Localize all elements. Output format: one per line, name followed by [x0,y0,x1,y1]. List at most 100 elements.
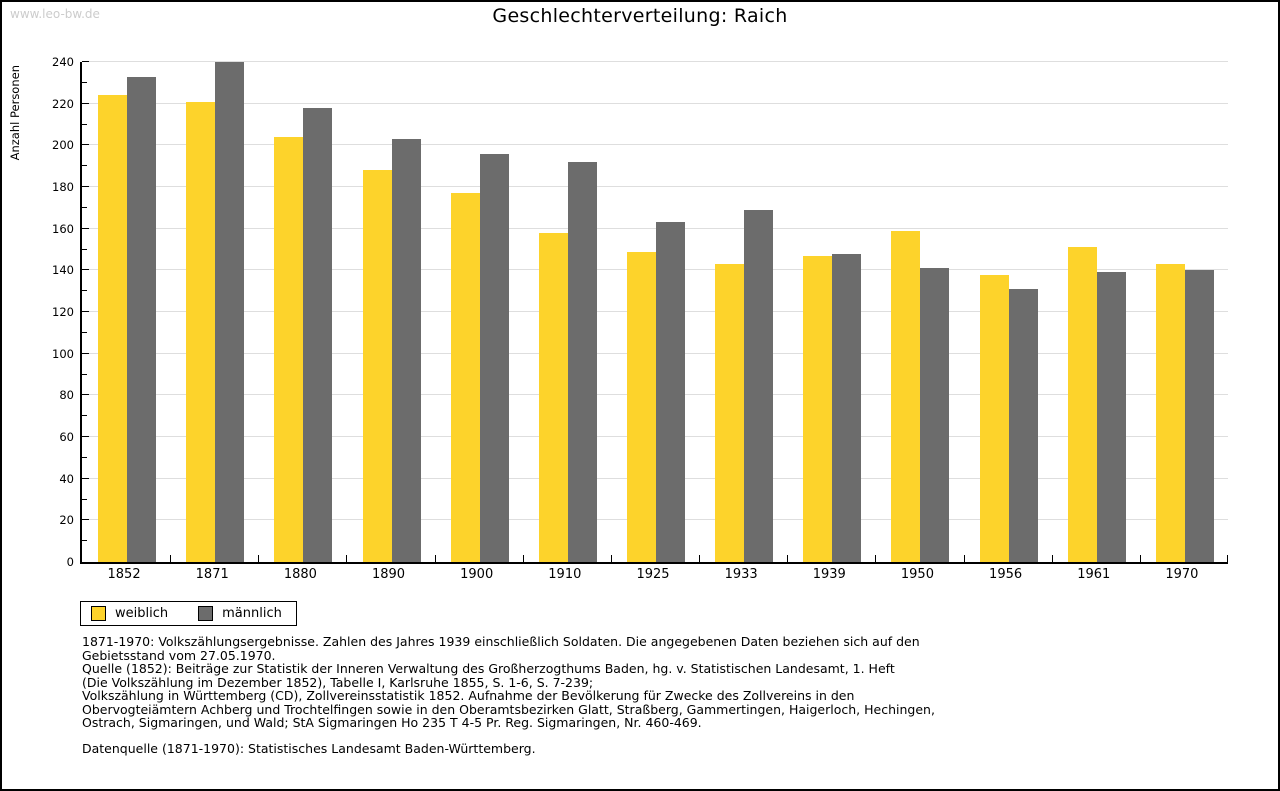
bar-männlich-1900 [479,153,509,562]
y-tick-180 [82,186,89,187]
bar-weiblich-1900 [450,193,480,562]
x-tick-label-1956: 1956 [989,567,1023,582]
legend-item-maennlich: männlich [198,606,282,621]
bar-weiblich-1910 [538,232,568,562]
y-axis-title: Anzahl Personen [8,65,22,161]
x-tick-label-1900: 1900 [460,567,494,582]
x-tick-label-1950: 1950 [900,567,934,582]
x-tick-right [1227,555,1228,562]
x-tick-6 [610,555,612,562]
bar-männlich-1970 [1184,270,1214,562]
x-tick-7 [699,555,701,562]
bar-weiblich-1970 [1155,264,1185,562]
y-tick-label-80: 80 [59,388,74,403]
x-tick-9 [875,555,877,562]
x-tick-label-1970: 1970 [1165,567,1199,582]
bar-group-1939 [787,62,875,562]
bar-weiblich-1961 [1067,247,1097,562]
bar-weiblich-1880 [274,137,304,562]
watermark: www.leo-bw.de [10,7,100,21]
y-tick-160 [82,227,89,229]
y-tick-label-40: 40 [59,471,74,486]
bar-group-1961 [1052,62,1140,562]
bar-männlich-1956 [1008,289,1038,562]
y-tick-label-120: 120 [52,305,74,319]
y-tick-label-60: 60 [59,430,74,444]
y-tick-170 [82,206,87,208]
footnote-line-2: Gebietsstand vom 27.05.1970. [82,647,276,663]
x-tick-4 [434,555,436,562]
y-tick-120 [82,311,89,312]
bar-männlich-1950 [920,268,950,562]
bar-group-1970 [1140,62,1228,562]
gridline-220 [82,102,1228,104]
y-tick-label-240: 240 [52,55,74,69]
y-tick-30 [82,498,87,500]
x-tick-2 [258,555,260,562]
bar-group-1890 [346,62,434,562]
y-tick-60 [82,436,89,437]
bar-group-1925 [611,62,699,562]
bar-männlich-1871 [215,62,245,562]
y-tick-70 [82,415,87,417]
footnote-line-5: Volkszählung in Württemberg (CD), Zollve… [82,688,855,703]
gridline-200 [82,144,1228,146]
x-tick-label-1910: 1910 [548,567,582,582]
x-tick-label-1939: 1939 [812,567,846,582]
maennlich-swatch-icon [198,606,214,621]
bar-group-1933 [699,62,787,562]
y-tick-200 [82,144,89,146]
y-tick-220 [82,102,89,104]
x-tick-11 [1051,555,1053,562]
y-tick-130 [82,290,87,292]
bar-weiblich-1852 [98,95,128,562]
gridline-180 [82,186,1228,187]
y-tick-240 [82,61,89,62]
y-tick-label-220: 220 [52,96,74,111]
bar-group-1871 [170,62,258,562]
x-tick-10 [963,555,965,562]
bar-group-1880 [258,62,346,562]
bar-weiblich-1933 [715,264,745,562]
legend: weiblich männlich [80,601,297,626]
y-tick-20 [82,519,89,521]
bar-weiblich-1890 [362,170,392,562]
legend-item-weiblich: weiblich [91,606,168,621]
datasource-note: Datenquelle (1871-1970): Statistisches L… [82,741,536,756]
y-tick-230 [82,81,87,83]
bar-weiblich-1950 [891,230,921,562]
y-tick-label-180: 180 [52,180,74,194]
y-tick-label-160: 160 [52,221,74,236]
x-tick-label-1933: 1933 [724,567,758,582]
footnote-line-6: Obervogteiämtern Achberg und Trochtelfin… [82,701,935,717]
x-tick-label-1890: 1890 [371,567,406,582]
bar-group-1950 [875,62,963,562]
x-tick-1 [170,555,172,562]
bar-männlich-1925 [655,222,685,562]
y-tick-50 [82,456,87,458]
bar-group-1852 [82,62,170,562]
plot-area [80,61,1228,564]
bar-männlich-1939 [832,253,862,562]
y-tick-label-100: 100 [52,346,74,361]
y-tick-90 [82,373,87,375]
x-tick-3 [346,555,348,562]
legend-label-weiblich: weiblich [115,606,169,621]
y-tick-190 [82,165,87,167]
footnote-line-1: 1871-1970: Volkszählungsergebnisse. Zahl… [82,634,920,649]
y-tick-40 [82,477,89,479]
x-tick-5 [522,555,524,562]
x-tick-label-1852: 1852 [107,567,141,582]
x-tick-label-1880: 1880 [283,567,317,582]
bar-männlich-1852 [127,76,157,562]
bar-weiblich-1871 [186,101,216,562]
y-tick-10 [82,540,87,542]
y-tick-150 [82,248,87,250]
y-tick-210 [82,123,87,125]
bar-männlich-1961 [1096,272,1126,562]
bar-group-1956 [964,62,1052,562]
y-tick-100 [82,352,89,354]
y-tick-80 [82,394,89,396]
